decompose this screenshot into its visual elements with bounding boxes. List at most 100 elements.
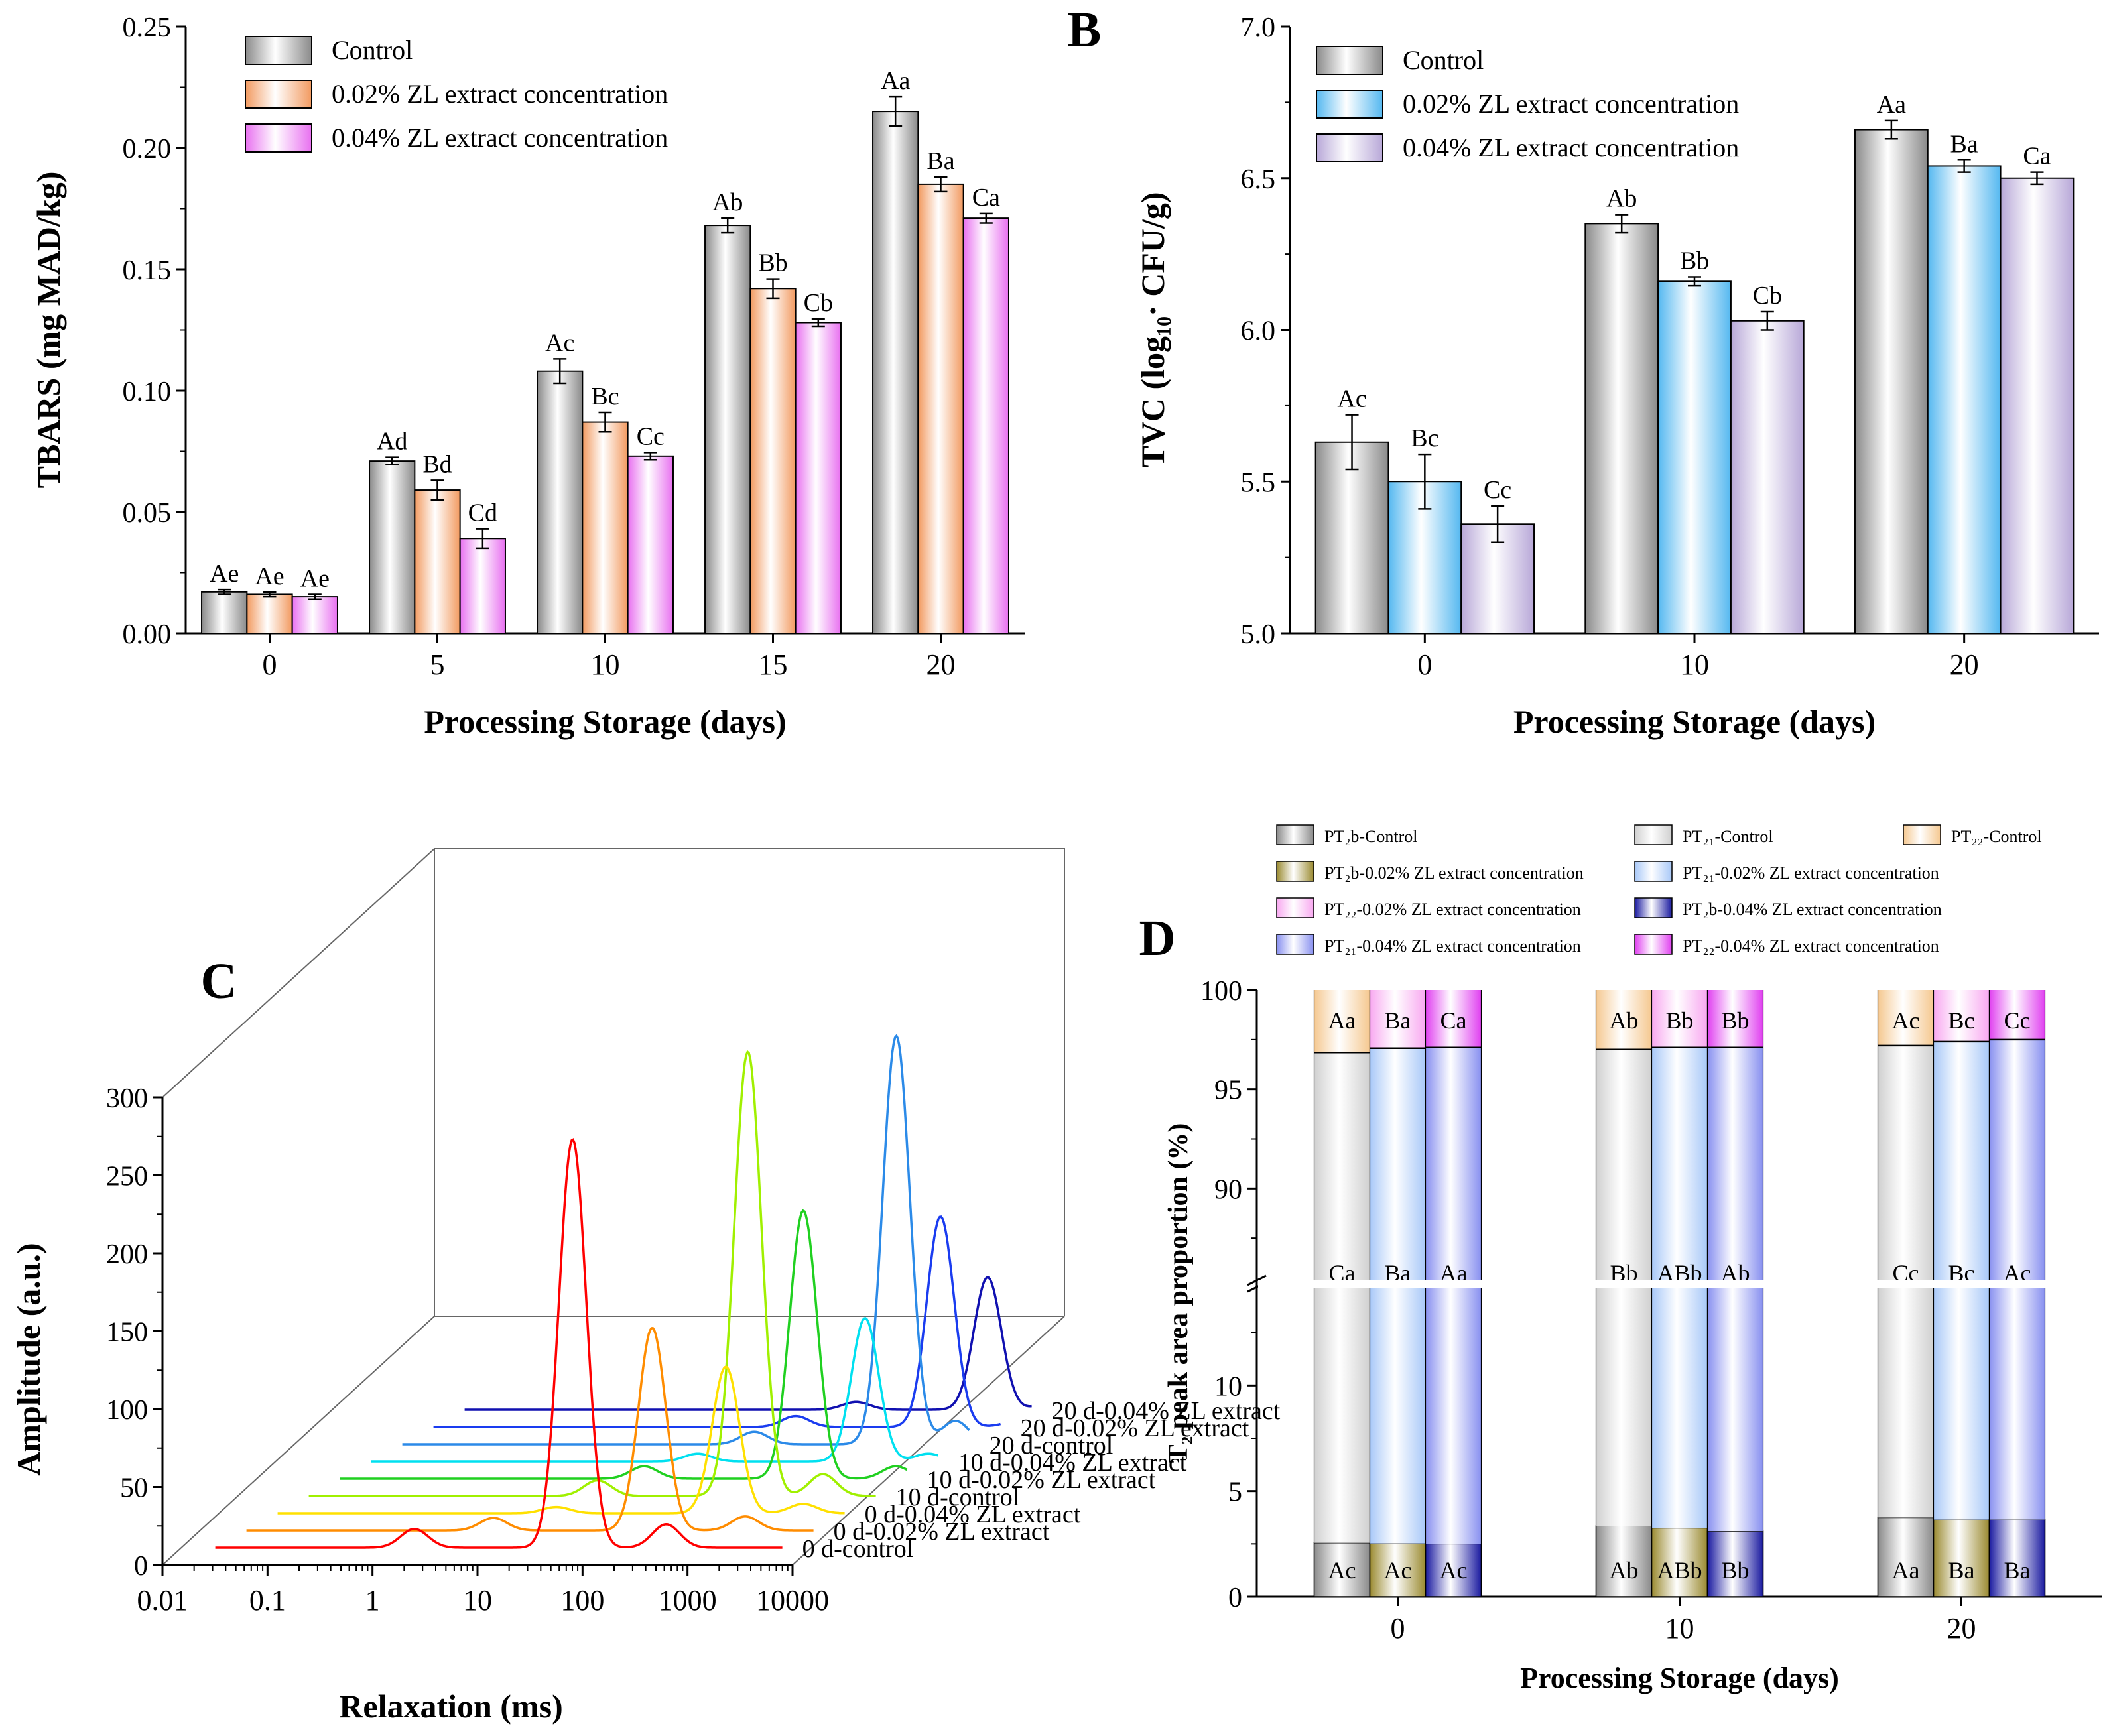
legend-label: 0.02% ZL extract concentration (1403, 89, 1739, 119)
panel-a: 0.00 0.05 0.10 0.15 0.20 0.25 0 Ae Ae Ae 5 Ad Bd Cd 10… (30, 13, 1025, 740)
bar (1314, 441, 1389, 635)
back-frame (434, 848, 1065, 1316)
frame-diagonal (162, 848, 435, 1098)
bar-segment (1933, 1519, 1990, 1597)
x-tick-label: 1 (365, 1584, 380, 1617)
x-tick-label: 5 (430, 649, 445, 681)
y-tick-label: 100 (1200, 976, 1242, 1007)
x-tick-label: 10 (1680, 649, 1709, 681)
bar (872, 111, 919, 635)
series-label: 0 d-0.02% ZL extract (834, 1518, 1050, 1546)
y-axis-title: TVC (log₁₀· CFU/g) (1134, 192, 1171, 467)
bar (2000, 177, 2075, 634)
legend-label: PT₂b-0.02% ZL extract concentration (1324, 863, 1584, 883)
data-label: Bb (758, 249, 787, 277)
legend-label: PT₂b-0.04% ZL extract concentration (1683, 900, 1942, 919)
frame-diagonal (792, 1316, 1065, 1566)
legend-label: PT₂₂-Control (1951, 827, 2042, 846)
y-tick-label: 6.0 (1241, 316, 1276, 347)
data-label: Ca (1440, 1007, 1467, 1034)
legend-label: PT₂₁-0.04% ZL extract concentration (1324, 936, 1581, 956)
data-label: Cb (804, 289, 833, 317)
data-label: Ae (300, 564, 330, 592)
x-tick-label: 0 (1391, 1612, 1405, 1644)
y-tick-label: 0.10 (123, 377, 172, 407)
x-tick-label: 1000 (659, 1584, 717, 1617)
bar-segment (1425, 990, 1482, 1048)
data-label: Bb (1665, 1007, 1693, 1034)
data-label: Ba (1385, 1007, 1411, 1034)
y-tick-label: 5 (1228, 1477, 1242, 1508)
panel-d: 051090951000AcCaAaAcBaBaAcAaCa10AbBbAbAB… (1139, 824, 2104, 1694)
y-tick-label: 95 (1214, 1076, 1242, 1106)
series-line (215, 1138, 783, 1549)
series-line (246, 1327, 814, 1532)
x-tick-label: 15 (759, 649, 788, 681)
legend-label: 0.02% ZL extract concentration (332, 79, 668, 109)
series-label: 0 d-0.04% ZL extract (865, 1501, 1081, 1528)
series-label: 10 d-0.04% ZL extract (958, 1449, 1187, 1477)
data-label: Ac (1384, 1557, 1412, 1583)
series-line (433, 1215, 1001, 1428)
x-tick-label: 100 (560, 1584, 604, 1617)
panel-b: 5.0 5.5 6.0 6.5 7.0 0 Ac Bc Cc 10 Ab Bb Cb 20 Aa Ba Ca Pr… (1068, 2, 2099, 740)
data-label: Bb (1680, 247, 1709, 275)
data-label: Ab (712, 188, 743, 216)
legend-swatch (1316, 46, 1383, 75)
data-label: Ac (1440, 1557, 1468, 1583)
data-label: Aa (1328, 1007, 1356, 1034)
bar (749, 288, 797, 634)
bar-segment (1706, 1530, 1764, 1597)
x-tick-label: 10 (591, 649, 620, 681)
y-axis-title: TBARS (mg MAD/kg) (30, 172, 67, 489)
bar-segment (1988, 1519, 2046, 1597)
bar-segment (1651, 1047, 1708, 1288)
y-axis-title: Amplitude (a.u.) (10, 1243, 47, 1475)
bar-segment (1933, 1280, 1990, 1520)
bar-segment (1596, 1049, 1652, 1288)
series-line (340, 1209, 908, 1480)
data-label: Aa (1892, 1557, 1920, 1583)
bar-segment (1370, 990, 1426, 1048)
y-tick-label: 0.25 (123, 13, 172, 43)
legend-swatch (1276, 934, 1314, 955)
bar (1730, 320, 1805, 634)
panel-letter: D (1139, 910, 1176, 966)
bar (414, 489, 461, 634)
series-line (308, 1050, 876, 1497)
bar-segment (1425, 1280, 1482, 1544)
y-tick-label: 0.15 (123, 255, 172, 286)
legend-swatch (1634, 824, 1673, 845)
data-label: Ac (1892, 1007, 1920, 1034)
bar-segment (1878, 990, 1934, 1046)
bar (1584, 223, 1659, 634)
y-tick-label: 250 (106, 1162, 148, 1192)
legend-swatch (1276, 824, 1314, 845)
bar-segment (1425, 1047, 1482, 1288)
x-tick-label: 0 (1417, 649, 1432, 681)
legend-label: PT₂₂-0.02% ZL extract concentration (1324, 900, 1581, 919)
legend-swatch (1276, 897, 1314, 918)
series-line (277, 1365, 845, 1515)
y-tick-label: 5.5 (1241, 467, 1276, 498)
data-label: Ba (1948, 1557, 1975, 1583)
bar-segment (1314, 1280, 1370, 1543)
y-tick-label: 5.0 (1241, 619, 1276, 650)
data-label: Ca (972, 184, 1000, 212)
bar-segment (1707, 1280, 1763, 1532)
legend-swatch (245, 80, 312, 109)
data-label: Cb (1753, 282, 1782, 310)
data-label: Cd (468, 499, 497, 527)
legend-label: PT₂₁-0.02% ZL extract concentration (1683, 863, 1939, 883)
y-tick-label: 150 (106, 1318, 148, 1348)
legend-label: 0.04% ZL extract concentration (332, 123, 668, 153)
bar-segment (1989, 1039, 2045, 1288)
bar (704, 225, 751, 634)
y-tick-label: 0.05 (123, 498, 172, 528)
bar (369, 460, 416, 634)
legend-label: PT₂b-Control (1324, 827, 1418, 846)
data-label: Cc (637, 422, 665, 450)
series-line (402, 1034, 970, 1446)
data-label: Ae (210, 560, 239, 588)
data-label: Ab (1610, 1007, 1639, 1034)
